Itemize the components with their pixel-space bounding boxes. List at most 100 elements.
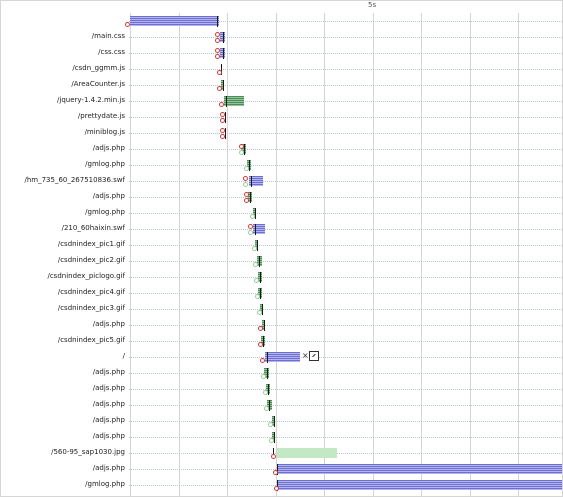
row-guide-line (129, 309, 562, 310)
dom-ready-marker (257, 310, 262, 315)
row-guide-line (129, 229, 562, 230)
timing-bar[interactable] (260, 304, 263, 314)
request-row[interactable]: /gmlog.php (1, 477, 562, 493)
dom-ready-marker (243, 182, 248, 187)
response-tick (225, 112, 226, 123)
row-guide-line (129, 117, 562, 118)
request-row[interactable]: /adjs.php (1, 141, 562, 157)
response-tick (244, 144, 245, 155)
timing-bar[interactable] (130, 16, 219, 26)
timing-bar[interactable] (220, 32, 225, 42)
request-row[interactable]: /adjs.php (1, 189, 562, 205)
dom-ready-marker (269, 438, 274, 443)
request-row[interactable]: /csdnindex_pic1.gif (1, 237, 562, 253)
row-guide-line (129, 85, 562, 86)
request-row[interactable]: /csdn_ggmm.js (1, 61, 562, 77)
timing-bar[interactable] (249, 176, 263, 186)
event-markers (253, 254, 259, 268)
response-tick (255, 208, 256, 219)
response-tick (223, 32, 224, 43)
event-markers (264, 398, 270, 412)
request-row[interactable]: /560-95_sap1030.jpg (1, 445, 562, 461)
request-row[interactable]: /210_60haixin.swf (1, 221, 562, 237)
request-row[interactable]: /jquery-1.4.2.min.js (1, 93, 562, 109)
request-row[interactable]: /gmlog.php (1, 205, 562, 221)
load-marker (274, 486, 279, 491)
request-row[interactable]: /adjs.php (1, 365, 562, 381)
row-guide-line (129, 53, 562, 54)
load-marker (239, 144, 244, 149)
request-row[interactable]: /css.css (1, 45, 562, 61)
row-guide-line (129, 21, 562, 22)
request-name: /210_60haixin.swf (61, 224, 125, 232)
event-markers (217, 62, 223, 76)
timing-bar[interactable] (224, 96, 244, 106)
timing-bar[interactable] (272, 416, 275, 426)
load-marker (215, 54, 220, 59)
event-markers (125, 14, 131, 28)
request-name: /adjs.php (92, 368, 125, 376)
response-tick (251, 176, 252, 187)
timing-bar[interactable] (277, 480, 562, 490)
response-tick (257, 240, 258, 251)
timing-bar[interactable] (277, 464, 562, 474)
request-row[interactable] (1, 13, 562, 29)
timing-bar[interactable] (265, 352, 300, 362)
request-row[interactable]: /csdnindex_pic3.gif (1, 301, 562, 317)
request-name: /csdnindex_pic4.gif (57, 288, 125, 296)
request-row[interactable]: /hm_735_60_267510836.swf (1, 173, 562, 189)
timing-bar[interactable] (253, 224, 265, 234)
expand-icon[interactable] (309, 351, 319, 361)
timing-bar[interactable] (241, 144, 246, 154)
timing-bar[interactable] (264, 368, 269, 378)
request-row[interactable]: /csdnindex_pic4.gif (1, 285, 562, 301)
response-tick (267, 352, 268, 363)
row-guide-line (129, 357, 562, 358)
timing-bar[interactable] (272, 432, 275, 442)
request-row[interactable]: /adjs.php (1, 413, 562, 429)
timing-bar[interactable] (262, 320, 265, 330)
request-row[interactable]: /gmlog.php (1, 157, 562, 173)
load-marker (217, 70, 222, 75)
request-row[interactable]: /AreaCounter.js (1, 77, 562, 93)
request-row[interactable]: /prettydate.js (1, 109, 562, 125)
load-marker (220, 118, 225, 123)
dom-ready-marker (239, 150, 244, 155)
event-markers (254, 270, 260, 284)
row-guide-line (129, 213, 562, 214)
request-row[interactable]: /adjs.php (1, 461, 562, 477)
request-row[interactable]: /csdnindex_pic2.gif (1, 253, 562, 269)
timing-bar[interactable] (277, 448, 337, 458)
timing-bar[interactable] (221, 80, 224, 90)
row-guide-line (129, 373, 562, 374)
response-tick (255, 224, 256, 235)
timing-bar[interactable] (255, 240, 258, 250)
row-guide-line (129, 181, 562, 182)
response-tick (226, 96, 227, 107)
close-icon[interactable]: × (302, 351, 309, 360)
event-markers (258, 334, 264, 348)
request-name: /adjs.php (92, 192, 125, 200)
response-tick (267, 368, 268, 379)
load-marker (217, 86, 222, 91)
request-row[interactable]: /adjs.php (1, 429, 562, 445)
request-name: /csdnindex_pic2.gif (57, 256, 125, 264)
row-guide-line (129, 277, 562, 278)
request-row[interactable]: /miniblog.js (1, 125, 562, 141)
event-markers (268, 414, 274, 428)
request-row[interactable]: /adjs.php (1, 397, 562, 413)
event-markers (273, 462, 279, 476)
load-marker (271, 454, 276, 459)
request-row[interactable]: /adjs.php (1, 317, 562, 333)
request-row[interactable]: /csdnindex_pic5.gif (1, 333, 562, 349)
timing-bar[interactable] (220, 48, 225, 58)
event-markers (252, 238, 258, 252)
timing-bar[interactable] (253, 208, 256, 218)
request-row[interactable]: /adjs.php (1, 381, 562, 397)
request-row[interactable]: /main.css (1, 29, 562, 45)
response-tick (274, 432, 275, 443)
request-name: /miniblog.js (84, 128, 125, 136)
request-row[interactable]: / × (1, 349, 562, 365)
request-row[interactable]: /csdnindex_piclogo.gif (1, 269, 562, 285)
